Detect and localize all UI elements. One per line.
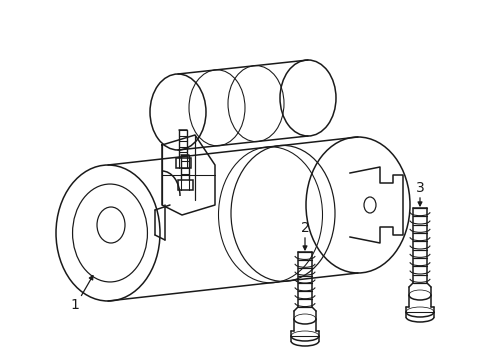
Text: 2: 2 bbox=[300, 221, 309, 235]
Text: 1: 1 bbox=[70, 298, 79, 312]
Bar bbox=[176, 158, 191, 168]
Text: 3: 3 bbox=[415, 181, 424, 195]
Bar bbox=[178, 180, 193, 190]
